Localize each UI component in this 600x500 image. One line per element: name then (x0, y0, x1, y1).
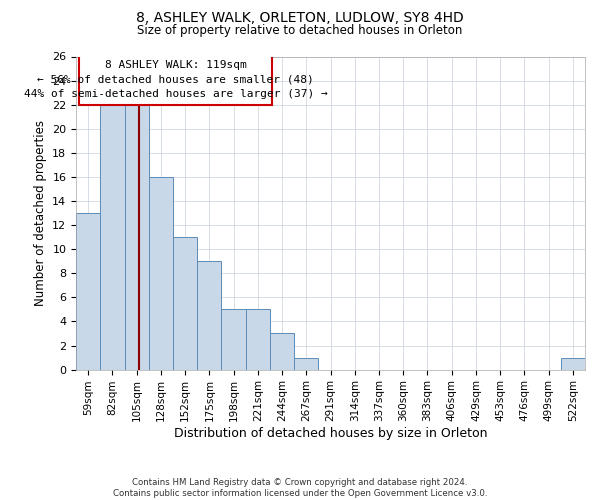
Bar (76, 213, 100, 370)
Bar (561, 358, 585, 370)
Bar (149, 177, 173, 370)
Bar (125, 104, 149, 370)
Text: 44% of semi-detached houses are larger (37) →: 44% of semi-detached houses are larger (… (23, 89, 328, 99)
Text: Contains HM Land Registry data © Crown copyright and database right 2024.
Contai: Contains HM Land Registry data © Crown c… (113, 478, 487, 498)
Y-axis label: Number of detached properties: Number of detached properties (34, 120, 47, 306)
Bar (246, 310, 270, 370)
Text: Size of property relative to detached houses in Orleton: Size of property relative to detached ho… (137, 24, 463, 37)
Bar (100, 104, 125, 370)
Text: 8, ASHLEY WALK, ORLETON, LUDLOW, SY8 4HD: 8, ASHLEY WALK, ORLETON, LUDLOW, SY8 4HD (136, 11, 464, 25)
Text: 8 ASHLEY WALK: 119sqm: 8 ASHLEY WALK: 119sqm (104, 60, 247, 70)
Bar (197, 261, 221, 370)
Text: ← 56% of detached houses are smaller (48): ← 56% of detached houses are smaller (48… (37, 74, 314, 85)
X-axis label: Distribution of detached houses by size in Orleton: Distribution of detached houses by size … (174, 427, 487, 440)
Bar (270, 334, 294, 370)
Bar (294, 358, 319, 370)
Bar (221, 310, 246, 370)
Bar (173, 237, 197, 370)
FancyBboxPatch shape (79, 56, 272, 104)
